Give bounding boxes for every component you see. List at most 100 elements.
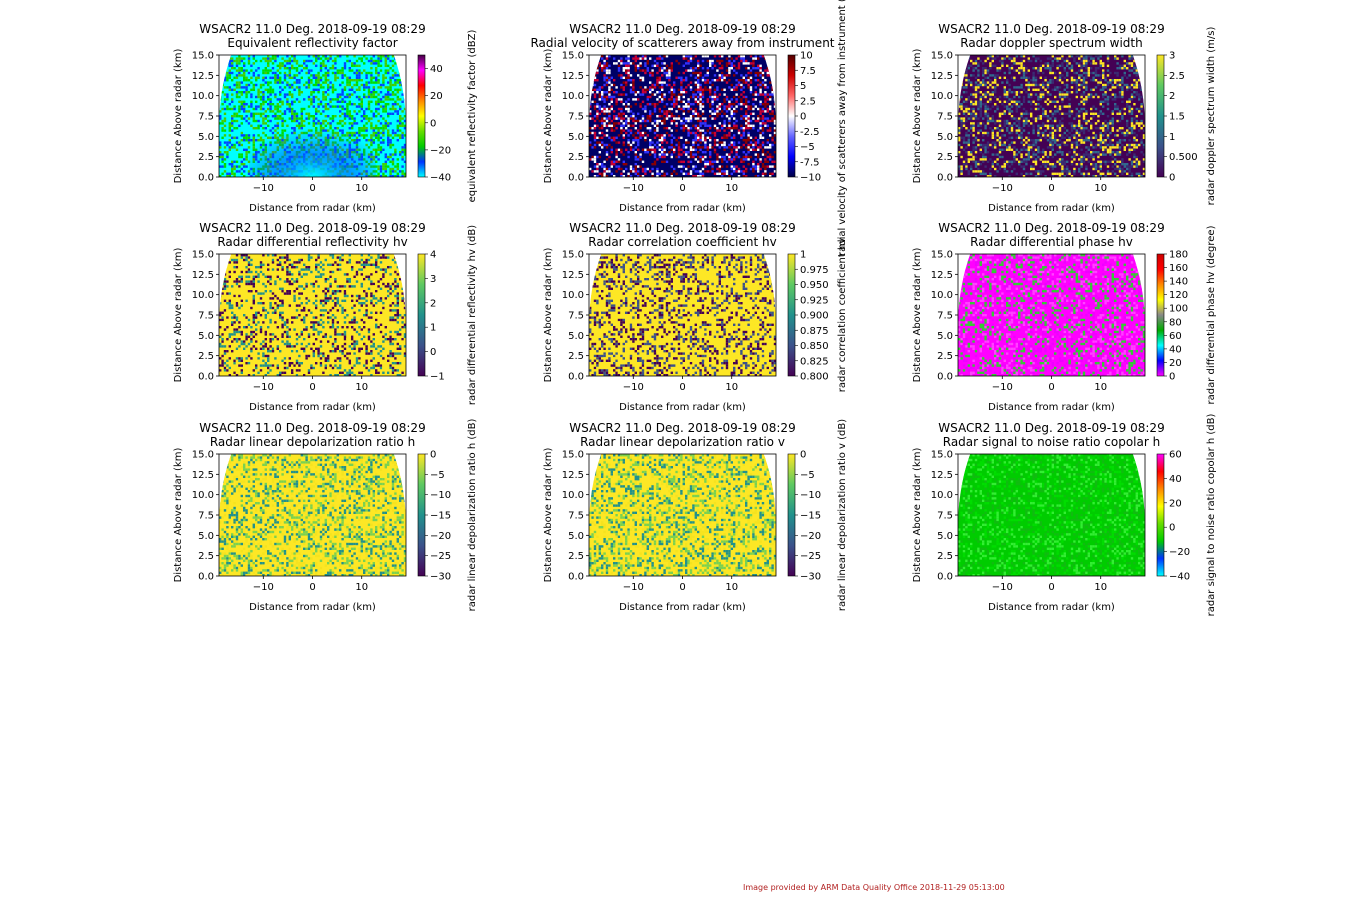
x-tick-label: −10 xyxy=(623,582,644,593)
radar-field xyxy=(589,454,776,576)
x-tick-label: −10 xyxy=(253,582,274,593)
colorbar-tick-label: 0.850 xyxy=(800,341,829,352)
x-tick-label: 10 xyxy=(725,582,738,593)
colorbar-tick-label: −15 xyxy=(800,511,821,522)
x-axis-label: Distance from radar (km) xyxy=(619,402,746,413)
panel-subtitle: Radar signal to noise ratio copolar h xyxy=(943,435,1160,449)
y-tick-label: 0.0 xyxy=(937,372,953,383)
panel-title: WSACR2 11.0 Deg. 2018-09-19 08:29 xyxy=(199,22,425,36)
y-tick-label: 15.0 xyxy=(192,250,214,261)
x-tick-label: 0 xyxy=(679,183,685,194)
panel-title: WSACR2 11.0 Deg. 2018-09-19 08:29 xyxy=(938,22,1164,36)
radar-field xyxy=(958,55,1145,177)
x-axis-label: Distance from radar (km) xyxy=(249,402,376,413)
radar-field xyxy=(219,254,406,376)
y-tick-label: 12.5 xyxy=(562,470,584,481)
colorbar-tick-label: 2 xyxy=(1169,91,1175,102)
colorbar-tick-label: 0.500 xyxy=(1169,152,1198,163)
colorbar-tick-label: −40 xyxy=(430,173,451,184)
colorbar-tick-label: −10 xyxy=(800,490,821,501)
colorbar-tick-label: 3 xyxy=(1169,51,1175,62)
x-tick-label: 10 xyxy=(355,382,368,393)
y-tick-label: 2.5 xyxy=(937,551,953,562)
colorbar xyxy=(1156,54,1165,178)
y-tick-label: 15.0 xyxy=(931,250,953,261)
y-tick-label: 2.5 xyxy=(198,152,214,163)
y-tick-label: 7.5 xyxy=(568,511,584,522)
x-tick-label: 10 xyxy=(1094,183,1107,194)
y-tick-label: 12.5 xyxy=(562,270,584,281)
colorbar-tick-label: 120 xyxy=(1169,290,1188,301)
y-axis-label: Distance Above radar (km) xyxy=(173,248,184,383)
radar-field xyxy=(589,254,776,376)
colorbar-tick-label: 40 xyxy=(1169,474,1182,485)
y-tick-label: 7.5 xyxy=(568,311,584,322)
x-tick-label: 10 xyxy=(355,582,368,593)
y-tick-label: 2.5 xyxy=(568,351,584,362)
x-tick-label: 0 xyxy=(309,183,315,194)
colorbar-tick-label: 140 xyxy=(1169,277,1188,288)
y-tick-label: 2.5 xyxy=(568,152,584,163)
y-tick-label: 0.0 xyxy=(198,173,214,184)
panel-title: WSACR2 11.0 Deg. 2018-09-19 08:29 xyxy=(938,421,1164,435)
x-tick-label: 0 xyxy=(1048,183,1054,194)
colorbar-tick-label: −30 xyxy=(430,572,451,583)
colorbar-tick-label: 0 xyxy=(430,347,436,358)
x-axis-label: Distance from radar (km) xyxy=(988,602,1115,613)
colorbar-tick-label: −5 xyxy=(800,470,815,481)
y-tick-label: 10.0 xyxy=(562,490,584,501)
y-tick-label: 0.0 xyxy=(568,572,584,583)
radar-field xyxy=(958,254,1145,376)
colorbar-tick-label: −25 xyxy=(430,551,451,562)
y-tick-label: 7.5 xyxy=(937,311,953,322)
colorbar-tick-label: 4 xyxy=(430,250,436,261)
radar-panel-1: WSACR2 11.0 Deg. 2018-09-19 08:29Equival… xyxy=(173,22,478,214)
y-tick-label: 7.5 xyxy=(198,511,214,522)
x-tick-label: −10 xyxy=(253,183,274,194)
y-tick-label: 7.5 xyxy=(937,112,953,123)
y-tick-label: 15.0 xyxy=(562,51,584,62)
colorbar-tick-label: 0.925 xyxy=(800,295,829,306)
panel-subtitle: Radar correlation coefficient hv xyxy=(588,235,776,249)
colorbar-tick-label: 0.975 xyxy=(800,265,829,276)
y-tick-label: 2.5 xyxy=(568,551,584,562)
y-tick-label: 0.0 xyxy=(568,372,584,383)
panel-title: WSACR2 11.0 Deg. 2018-09-19 08:29 xyxy=(569,221,795,235)
colorbar-tick-label: −5 xyxy=(800,142,815,153)
y-tick-label: 5.0 xyxy=(568,331,584,342)
x-axis-label: Distance from radar (km) xyxy=(249,602,376,613)
colorbar xyxy=(787,54,796,178)
colorbar-tick-label: 0 xyxy=(800,450,806,461)
colorbar-tick-label: 0.875 xyxy=(800,326,829,337)
colorbar-tick-label: −20 xyxy=(430,531,451,542)
colorbar xyxy=(417,453,426,577)
y-tick-label: 2.5 xyxy=(937,152,953,163)
colorbar-tick-label: -7.5 xyxy=(800,157,820,168)
colorbar xyxy=(787,253,796,377)
y-tick-label: 2.5 xyxy=(198,351,214,362)
x-tick-label: −10 xyxy=(992,382,1013,393)
colorbar-tick-label: 0 xyxy=(1169,372,1175,383)
colorbar-tick-label: 3 xyxy=(430,274,436,285)
colorbar-tick-label: −20 xyxy=(430,145,451,156)
colorbar-tick-label: −15 xyxy=(430,511,451,522)
panel-title: WSACR2 11.0 Deg. 2018-09-19 08:29 xyxy=(199,221,425,235)
y-axis-label: Distance Above radar (km) xyxy=(912,448,923,583)
colorbar-tick-label: 60 xyxy=(1169,450,1182,461)
y-axis-label: Distance Above radar (km) xyxy=(173,448,184,583)
y-tick-label: 15.0 xyxy=(192,450,214,461)
colorbar-tick-label: 5 xyxy=(800,81,806,92)
colorbar xyxy=(787,453,796,577)
radar-panel-2: WSACR2 11.0 Deg. 2018-09-19 08:29Radial … xyxy=(530,0,848,256)
colorbar-tick-label: 40 xyxy=(1169,344,1182,355)
colorbar-tick-label: 100 xyxy=(1169,304,1188,315)
y-tick-label: 15.0 xyxy=(562,450,584,461)
colorbar-tick-label: 7.5 xyxy=(800,66,816,77)
y-tick-label: 10.0 xyxy=(192,490,214,501)
